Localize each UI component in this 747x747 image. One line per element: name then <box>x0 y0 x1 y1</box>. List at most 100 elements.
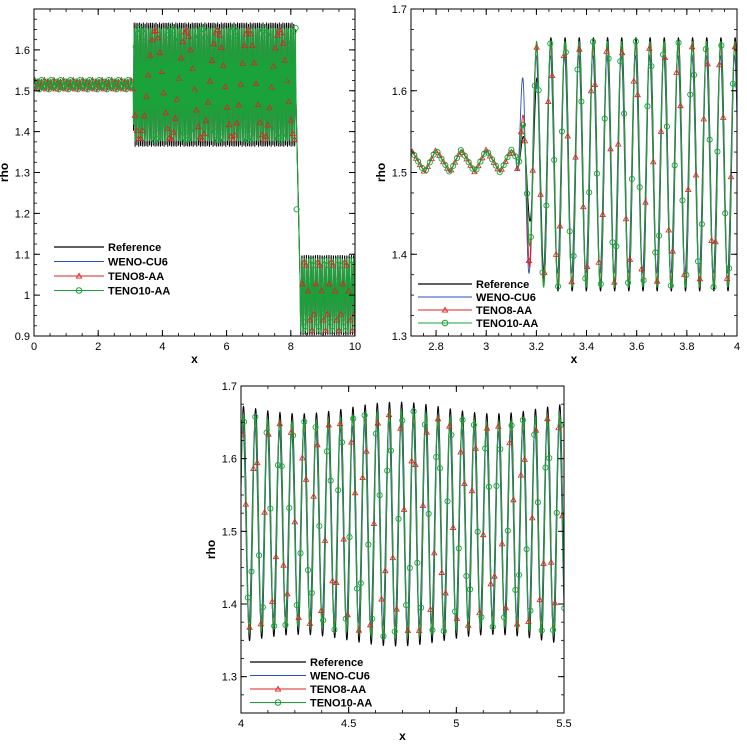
teno8-aa-marker <box>239 59 246 66</box>
teno8-aa-marker <box>381 567 389 574</box>
teno10-aa-marker <box>395 515 402 522</box>
teno8-aa-marker <box>208 57 216 64</box>
teno10-aa-marker <box>418 604 425 611</box>
teno10-aa-marker <box>153 135 160 142</box>
teno10-aa-marker <box>624 279 632 286</box>
y-tick-label: 1.4 <box>222 599 237 611</box>
y-axis-label: rho <box>204 540 218 559</box>
teno10-aa-marker <box>659 51 667 58</box>
teno8-aa-marker <box>657 127 665 134</box>
teno10-aa-marker <box>192 68 199 75</box>
teno8-aa-marker <box>143 92 150 99</box>
teno8-aa-marker <box>653 277 661 284</box>
teno10-aa-marker <box>335 487 342 494</box>
teno10-aa-marker <box>411 151 418 159</box>
teno10-aa-marker <box>523 546 530 553</box>
teno8-aa-marker <box>225 121 233 128</box>
teno10-aa-marker <box>433 453 440 461</box>
teno10-aa-marker <box>512 153 519 160</box>
plot-area <box>411 37 737 292</box>
teno8-aa-marker <box>227 132 235 139</box>
teno8-aa-marker <box>378 595 385 602</box>
teno8-aa-marker <box>266 104 273 111</box>
teno10-aa-marker <box>555 283 562 290</box>
teno10-aa-marker <box>512 586 519 593</box>
y-tick-label: 1.3 <box>392 331 407 343</box>
teno10-aa-marker <box>289 432 297 439</box>
teno8-aa-marker <box>351 310 355 317</box>
teno10-aa-line <box>34 27 355 333</box>
teno8-aa-marker <box>673 68 680 75</box>
teno10-aa-marker <box>605 55 612 62</box>
teno8-aa-marker <box>222 83 229 90</box>
teno8-aa-marker <box>261 508 268 515</box>
teno8-aa-marker <box>551 599 559 606</box>
teno10-aa-marker <box>485 483 493 490</box>
teno10-aa-marker <box>485 149 492 156</box>
teno8-aa-marker <box>525 257 533 264</box>
teno10-aa-marker <box>196 33 203 40</box>
teno10-aa-marker <box>344 309 351 316</box>
teno10-aa-marker <box>648 63 655 70</box>
teno10-aa-marker <box>482 445 489 452</box>
teno10-aa-marker <box>282 621 289 629</box>
legend: Reference WENO-CU6 TENO8-AA TENO10-AA <box>54 242 170 298</box>
teno10-aa-marker <box>316 522 323 530</box>
teno8-aa-marker <box>545 98 552 104</box>
teno8-aa-marker <box>731 43 737 50</box>
legend-marker-triangle <box>441 306 449 313</box>
teno10-aa-marker <box>284 78 291 85</box>
teno8-aa-marker <box>483 424 491 431</box>
teno10-aa-marker <box>457 147 464 154</box>
teno10-aa-marker <box>76 77 83 84</box>
teno10-aa-marker <box>236 67 243 74</box>
teno10-aa-marker <box>223 71 230 79</box>
teno10-aa-marker <box>546 454 553 462</box>
teno8-aa-marker <box>513 165 521 172</box>
teno8-aa-marker <box>291 518 299 525</box>
plot-panel-downstream-zoom: 4 4.5 5 5.5 1.3 1.4 1.5 1.6 1.7 x rho Reference WENO… <box>204 381 572 743</box>
teno10-aa-marker <box>473 166 480 173</box>
teno10-aa-marker <box>558 128 566 135</box>
teno8-aa-marker <box>325 421 333 428</box>
teno8-aa-marker <box>525 617 532 624</box>
x-tick-label: 2.8 <box>428 341 443 353</box>
legend-marker-triangle <box>75 272 83 279</box>
teno10-aa-marker <box>493 482 500 490</box>
teno10-aa-marker <box>348 257 355 264</box>
teno8-aa-marker <box>579 203 587 210</box>
teno8-aa-marker <box>210 40 218 47</box>
teno8-aa-marker <box>193 106 200 113</box>
x-axis-label: x <box>571 352 578 366</box>
y-tick-label: 1.1 <box>15 249 30 261</box>
teno8-aa-marker <box>229 136 237 143</box>
teno8-aa-marker <box>642 198 649 205</box>
teno8-aa-marker <box>256 119 264 125</box>
teno8-aa-marker <box>253 459 261 466</box>
teno8-aa-marker <box>200 130 208 137</box>
teno8-aa-marker <box>144 71 152 78</box>
teno8-aa-marker <box>310 492 317 499</box>
teno8-aa-marker <box>363 447 370 454</box>
teno10-aa-marker <box>240 110 247 117</box>
teno8-aa-marker <box>536 596 544 603</box>
teno10-aa-marker <box>256 552 263 559</box>
teno8-aa-marker <box>331 287 339 294</box>
legend-label: WENO-CU6 <box>108 257 168 269</box>
teno10-aa-marker <box>171 36 178 43</box>
teno8-aa-marker <box>299 454 306 461</box>
teno10-aa-marker <box>551 156 558 163</box>
teno8-aa-marker <box>521 455 528 462</box>
teno10-aa-marker <box>399 417 406 424</box>
teno10-aa-marker <box>469 165 476 172</box>
teno10-aa-marker <box>281 118 288 125</box>
teno10-aa-marker <box>307 257 315 264</box>
teno10-aa-marker <box>492 162 499 169</box>
teno8-aa-marker <box>181 28 189 35</box>
teno8-aa-marker <box>665 226 673 233</box>
teno10-aa-marker <box>663 123 670 130</box>
teno8-aa-marker <box>649 158 657 165</box>
teno8-aa-marker <box>547 558 555 565</box>
teno8-aa-marker <box>389 554 397 561</box>
teno10-aa-marker <box>61 81 68 88</box>
